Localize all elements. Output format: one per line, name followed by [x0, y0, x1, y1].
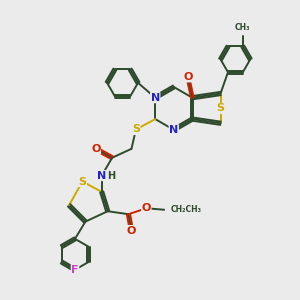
Text: CH₂CH₃: CH₂CH₃ [171, 205, 202, 214]
Text: N: N [151, 93, 160, 103]
Text: O: O [91, 144, 101, 154]
Text: F: F [71, 265, 79, 275]
Text: S: S [132, 124, 140, 134]
Text: O: O [183, 72, 193, 82]
Text: S: S [78, 176, 86, 187]
Text: O: O [142, 203, 151, 213]
Text: S: S [217, 103, 224, 113]
Text: O: O [127, 226, 136, 236]
Text: CH₃: CH₃ [235, 22, 250, 32]
Text: N: N [169, 125, 178, 135]
Text: N: N [97, 171, 106, 181]
Text: H: H [107, 172, 115, 182]
